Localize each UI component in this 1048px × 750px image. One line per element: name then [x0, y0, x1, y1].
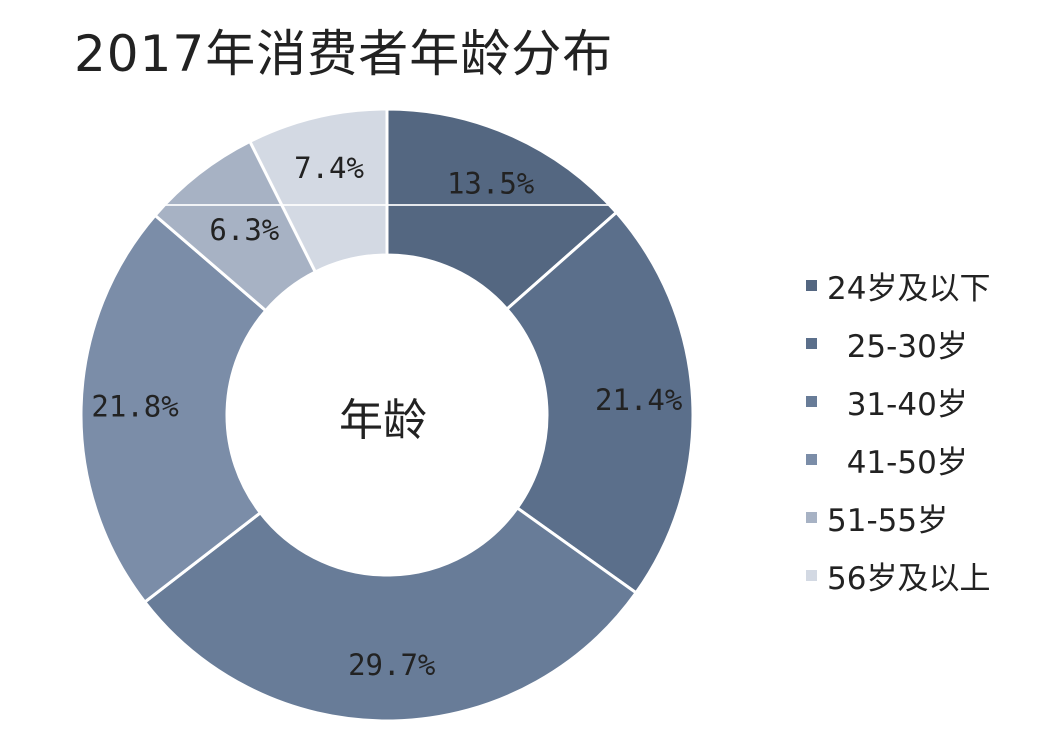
legend: 24岁及以下 25-30岁 31-40岁 41-50岁 51-55岁 56岁及以上	[806, 256, 990, 604]
legend-item-4: 41-50岁	[806, 430, 990, 488]
slice-label-5: 6.3%	[209, 213, 279, 247]
legend-item-6: 56岁及以上	[806, 546, 990, 604]
slices-group	[79, 107, 695, 723]
slice-3	[142, 505, 639, 723]
legend-label-2: 25-30岁	[827, 328, 968, 365]
legend-swatch-1	[806, 279, 817, 291]
slice-1	[385, 107, 619, 312]
legend-item-2: 25-30岁	[806, 314, 990, 372]
center-label: 年龄	[339, 395, 427, 446]
slice-label-2: 21.4%	[595, 383, 682, 417]
legend-swatch-5	[806, 511, 817, 523]
chart-title: 2017年消费者年龄分布	[74, 25, 614, 83]
legend-swatch-4	[806, 453, 817, 465]
slice-4	[79, 213, 268, 605]
slice-label-3: 29.7%	[348, 648, 435, 682]
legend-swatch-3	[806, 395, 817, 407]
legend-item-1: 24岁及以下	[806, 256, 990, 314]
legend-label-6: 56岁及以上	[827, 560, 991, 597]
slice-6	[247, 107, 389, 274]
slice-label-4: 21.8%	[91, 389, 178, 423]
legend-label-3: 31-40岁	[827, 386, 968, 423]
legend-label-4: 41-50岁	[827, 444, 968, 481]
legend-swatch-6	[806, 569, 817, 581]
legend-label-5: 51-55岁	[827, 502, 949, 539]
legend-item-5: 51-55岁	[806, 488, 990, 546]
legend-item-3: 31-40岁	[806, 372, 990, 430]
legend-swatch-2	[806, 337, 817, 349]
slice-label-6: 7.4%	[294, 151, 364, 185]
slice-labels-group: 13.5% 21.4% 29.7% 21.8% 6.3% 7.4%	[91, 151, 682, 682]
slice-2	[504, 210, 695, 595]
slice-label-1: 13.5%	[447, 166, 534, 200]
legend-label-1: 24岁及以下	[827, 270, 991, 307]
